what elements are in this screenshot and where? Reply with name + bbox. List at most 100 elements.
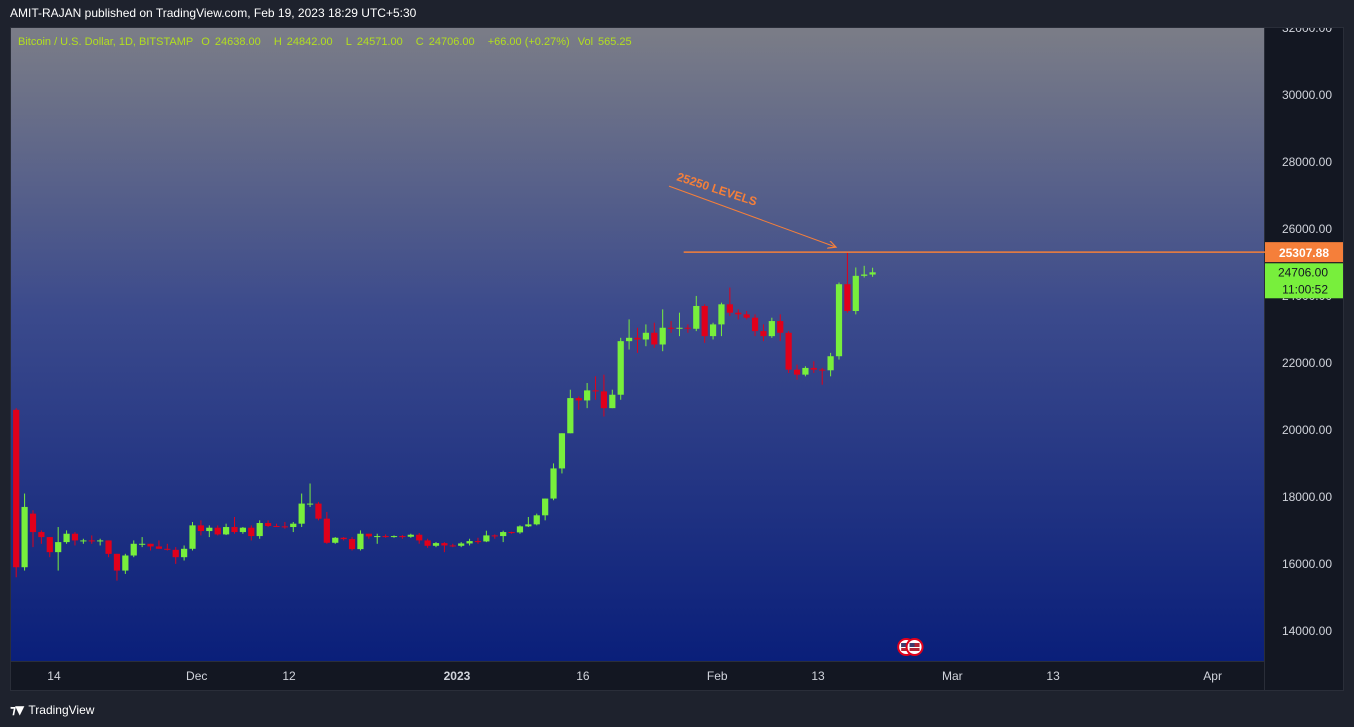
candle xyxy=(374,533,381,544)
candle-body xyxy=(844,284,851,312)
candle-body xyxy=(357,533,364,550)
candle xyxy=(693,295,700,332)
candle-body xyxy=(80,540,87,542)
low-value: L 24571.00 xyxy=(346,36,408,48)
candle xyxy=(323,511,330,544)
candle xyxy=(793,364,801,380)
candle xyxy=(542,498,549,521)
candle xyxy=(164,543,171,551)
candle-body xyxy=(667,327,675,329)
candle-body xyxy=(113,553,121,571)
candle xyxy=(46,537,53,558)
candle-body xyxy=(751,317,759,332)
candle xyxy=(651,322,658,348)
close-number: 24706.00 xyxy=(428,36,475,48)
current-price-label: 24706.00 xyxy=(1278,265,1328,279)
candle-body xyxy=(256,523,263,537)
candle-body xyxy=(63,533,70,543)
candle-body xyxy=(709,324,717,337)
volume-label: Vol xyxy=(577,36,594,48)
candle-body xyxy=(306,503,314,505)
candle-body xyxy=(29,513,37,533)
candle xyxy=(516,525,524,534)
candle-body xyxy=(793,369,801,375)
candle xyxy=(718,302,725,337)
candle-body xyxy=(298,503,305,524)
candle-body xyxy=(760,331,767,337)
candle xyxy=(667,321,675,333)
candle-body xyxy=(869,272,876,275)
candle-body xyxy=(542,498,549,516)
candle-body xyxy=(575,398,582,401)
candle xyxy=(256,520,263,539)
candle-body xyxy=(340,537,347,540)
us-flag-icon[interactable] xyxy=(905,638,924,656)
candle xyxy=(264,520,272,528)
candle xyxy=(634,327,641,353)
candle-body xyxy=(835,284,843,357)
candle xyxy=(735,309,742,320)
candle-body xyxy=(71,533,79,541)
candle-body xyxy=(46,537,53,553)
candle-body xyxy=(483,535,490,542)
candle-body xyxy=(516,526,524,533)
change-value: +66.00 (+0.27%) xyxy=(487,36,570,48)
candle-body xyxy=(424,540,431,546)
candle xyxy=(214,525,221,536)
candle xyxy=(625,319,633,350)
open-label: O xyxy=(201,36,210,48)
price-countdown: 11:00:52 xyxy=(1282,282,1328,296)
chart-frame[interactable]: 32000.0030000.0028000.0026000.0024000.00… xyxy=(10,27,1344,691)
candle-body xyxy=(407,534,414,537)
footer-brand[interactable]: TradingView xyxy=(28,703,95,717)
candle-body xyxy=(155,546,163,549)
candlestick-chart[interactable]: 32000.0030000.0028000.0026000.0024000.00… xyxy=(11,28,1343,690)
close-label: C xyxy=(415,36,424,48)
candle xyxy=(332,537,339,544)
candle-body xyxy=(323,518,330,543)
candle-body xyxy=(365,533,372,537)
price-tick-label: 28000.00 xyxy=(1282,155,1332,169)
tradingview-logo-icon[interactable]: ⁊▼ xyxy=(10,703,24,717)
time-tick-label: 12 xyxy=(282,669,296,683)
candle xyxy=(861,265,868,278)
candle xyxy=(172,547,179,564)
candle xyxy=(432,542,440,548)
time-tick-label: 14 xyxy=(47,669,61,683)
price-axis[interactable]: 32000.0030000.0028000.0026000.0024000.00… xyxy=(1282,28,1332,638)
symbol-legend: Bitcoin / U.S. Dollar, 1D, BITSTAMP O 246… xyxy=(18,36,642,48)
candle xyxy=(189,522,196,551)
time-tick-label: Mar xyxy=(942,669,963,683)
candle-body xyxy=(290,523,297,528)
candle xyxy=(298,493,305,528)
high-value: H 24842.00 xyxy=(274,36,338,48)
candle-body xyxy=(248,527,255,537)
candle xyxy=(155,540,163,549)
candle-body xyxy=(810,367,817,370)
candle xyxy=(71,532,79,546)
candle-body xyxy=(458,543,465,546)
time-axis[interactable]: 14 Dec 12 2023 16 Feb 13 Mar 13 Apr xyxy=(47,669,1222,683)
candle-body xyxy=(676,327,683,329)
open-number: 24638.00 xyxy=(214,36,261,48)
price-tick-label: 32000.00 xyxy=(1282,28,1332,35)
candle xyxy=(567,389,574,434)
candle-body xyxy=(416,534,423,541)
candle xyxy=(290,522,297,533)
candle xyxy=(550,463,557,501)
price-tick-label: 22000.00 xyxy=(1282,356,1332,370)
candle xyxy=(609,389,616,409)
candle xyxy=(248,525,255,541)
candle-body xyxy=(97,540,104,542)
publish-header: AMIT-RAJAN published on TradingView.com,… xyxy=(10,6,417,20)
candle xyxy=(197,520,205,536)
candle-body xyxy=(651,332,658,345)
high-label: H xyxy=(273,36,282,48)
candle xyxy=(130,540,137,558)
volume-number: 565.25 xyxy=(598,36,632,48)
candle xyxy=(827,352,834,377)
high-number: 24842.00 xyxy=(286,36,333,48)
candle-body xyxy=(617,341,624,395)
candle-body xyxy=(701,305,708,337)
candle-body xyxy=(189,525,196,549)
